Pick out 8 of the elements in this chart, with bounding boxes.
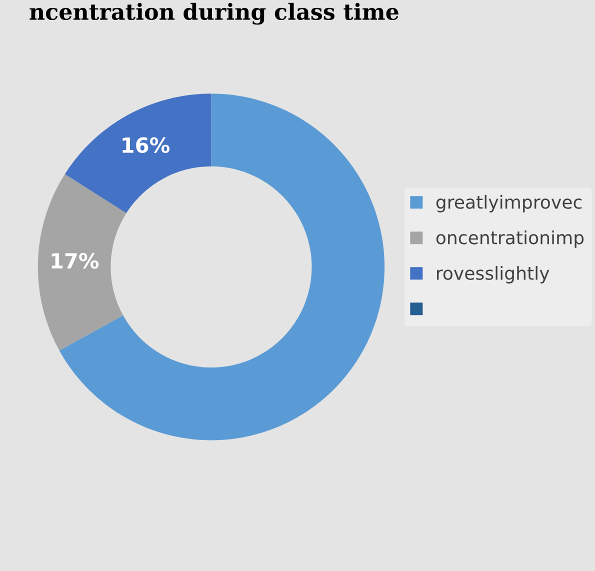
legend-label: oncentrationimp <box>436 230 584 248</box>
donut-slice <box>64 94 212 214</box>
donut-slice <box>38 174 126 350</box>
chart-title: ncentration during class time <box>30 2 398 25</box>
data-label: 17% <box>52 252 99 269</box>
legend-label: greatlyimprovec <box>436 194 582 212</box>
data-label: 16% <box>122 137 170 153</box>
legend-label: rovesslightly <box>437 266 550 284</box>
